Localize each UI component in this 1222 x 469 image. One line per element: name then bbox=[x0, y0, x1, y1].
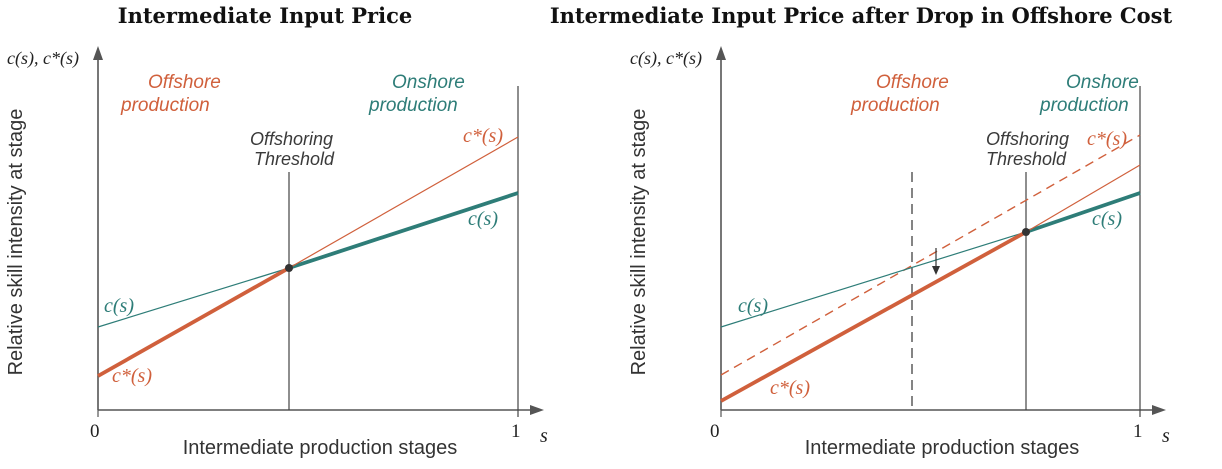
left-s-label: s bbox=[540, 425, 548, 447]
right-s-label: s bbox=[1162, 425, 1170, 447]
left-offshore-label-1: Offshore bbox=[148, 72, 221, 93]
right-tick-1-label: 1 bbox=[1133, 421, 1143, 442]
left-c-line-onshore-segment bbox=[288, 191, 519, 270]
right-panel: Intermediate Input Price after Drop in O… bbox=[550, 3, 1173, 459]
left-x-axis-label: Intermediate production stages bbox=[183, 437, 458, 459]
left-x-axis-arrow bbox=[530, 405, 544, 415]
right-y-axis-label: c(s), c*(s) bbox=[630, 48, 702, 69]
left-title: Intermediate Input Price bbox=[118, 3, 412, 28]
left-c-star-line-onshore-segment bbox=[288, 136, 519, 269]
right-title: Intermediate Input Price after Drop in O… bbox=[550, 3, 1173, 28]
right-threshold-label-1: Offshoring bbox=[986, 129, 1069, 149]
right-c-line-onshore-segment bbox=[1025, 191, 1141, 234]
left-c-line-offshore-segment bbox=[97, 267, 290, 328]
right-c-star-label-bottom: c*(s) bbox=[770, 377, 810, 399]
left-c-star-label-bottom: c*(s) bbox=[112, 365, 152, 387]
left-side-label: Relative skill intensity at stage bbox=[5, 109, 27, 376]
right-c-label-right: c(s) bbox=[1092, 208, 1122, 230]
right-threshold-point bbox=[1022, 228, 1030, 236]
right-old-c-star-line bbox=[720, 134, 1141, 376]
left-panel: Intermediate Input Price c(s), c*(s) Rel… bbox=[5, 3, 548, 459]
left-threshold-point bbox=[285, 264, 293, 272]
right-x-axis-arrow bbox=[1152, 405, 1166, 415]
right-offshore-label-1: Offshore bbox=[876, 72, 949, 93]
right-c-star-line-onshore-segment bbox=[1025, 164, 1141, 233]
left-threshold-label-2: Threshold bbox=[254, 149, 335, 169]
right-c-star-label-top: c*(s) bbox=[1087, 128, 1127, 150]
right-threshold-label-2: Threshold bbox=[986, 149, 1067, 169]
left-tick-0-label: 0 bbox=[90, 421, 100, 442]
left-c-star-line-offshore-segment bbox=[97, 266, 290, 378]
right-tick-0-label: 0 bbox=[710, 421, 720, 442]
right-c-star-line-offshore-segment bbox=[720, 230, 1027, 403]
right-onshore-label-1: Onshore bbox=[1066, 72, 1139, 93]
right-shift-arrow-head bbox=[932, 266, 940, 275]
left-tick-1-label: 1 bbox=[511, 421, 521, 442]
left-y-axis-arrow bbox=[93, 46, 103, 60]
left-c-label-left: c(s) bbox=[104, 295, 134, 317]
left-onshore-label-1: Onshore bbox=[392, 72, 465, 93]
right-side-label: Relative skill intensity at stage bbox=[628, 109, 650, 376]
right-c-label-left: c(s) bbox=[738, 295, 768, 317]
left-c-star-label-top: c*(s) bbox=[463, 125, 503, 147]
left-c-label-right: c(s) bbox=[468, 208, 498, 230]
left-y-axis-label: c(s), c*(s) bbox=[7, 48, 79, 69]
right-y-axis-arrow bbox=[716, 46, 726, 60]
right-c-line-offshore-segment bbox=[720, 231, 1027, 328]
right-x-axis-label: Intermediate production stages bbox=[805, 437, 1080, 459]
right-onshore-label-2: production bbox=[1039, 95, 1129, 116]
left-offshore-label-2: production bbox=[120, 95, 210, 116]
left-onshore-label-2: production bbox=[368, 95, 458, 116]
right-offshore-label-2: production bbox=[850, 95, 940, 116]
left-threshold-label-1: Offshoring bbox=[250, 129, 333, 149]
